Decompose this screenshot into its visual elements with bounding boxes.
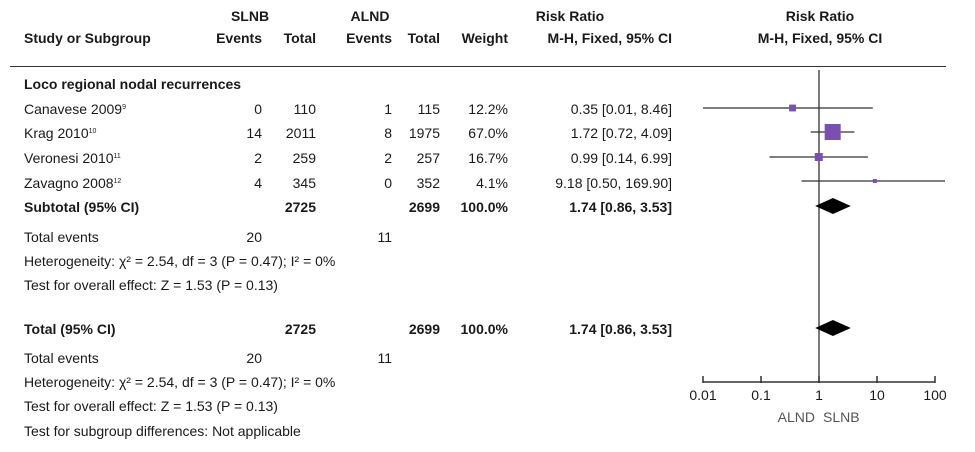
total2: 352 [416, 175, 440, 191]
total-weight: 100.0% [460, 321, 508, 337]
group1-header: SLNB [230, 8, 270, 24]
total-events1: 20 [246, 350, 262, 366]
col-events1: Events [216, 30, 262, 46]
heterogeneity-text: Heterogeneity: χ² = 2.54, df = 3 (P = 0.… [24, 374, 336, 390]
total2: 1975 [408, 125, 440, 141]
x-tick-label: 0.1 [751, 387, 771, 403]
col-method: M-H, Fixed, 95% CI [547, 30, 672, 46]
events1: 4 [254, 175, 262, 191]
ci-text: 0.99 [0.14, 6.99] [570, 150, 672, 166]
total-ci: 1.74 [0.86, 3.53] [569, 321, 672, 337]
overall-effect-text: Test for overall effect: Z = 1.53 (P = 0… [24, 277, 278, 293]
total1: 259 [292, 150, 316, 166]
events2: 8 [384, 125, 392, 141]
x-tick-label: 0.01 [689, 387, 716, 403]
events1: 0 [254, 101, 262, 117]
group2-header: ALND [350, 8, 390, 24]
weight: 67.0% [468, 125, 508, 141]
ci-text: 1.72 [0.72, 4.09] [570, 125, 672, 141]
total-events1: 20 [246, 229, 262, 245]
effect-marker [789, 104, 796, 112]
subtotal-diamond [815, 198, 851, 214]
events2: 2 [384, 150, 392, 166]
events1: 14 [246, 125, 262, 141]
subtotal-label: Subtotal (95% CI) [24, 199, 140, 215]
overall-effect-text: Test for overall effect: Z = 1.53 (P = 0… [24, 398, 278, 414]
total-diamond [815, 320, 851, 336]
events1: 2 [254, 150, 262, 166]
total1: 2011 [285, 125, 316, 141]
effect-title: Risk Ratio [535, 8, 605, 24]
subtotal-total2: 2699 [408, 199, 440, 215]
x-tick-label: 10 [869, 387, 885, 403]
total-events-label: Total events [24, 229, 99, 245]
effect-marker [824, 124, 841, 140]
effect-marker [814, 153, 823, 161]
events2: 0 [384, 175, 392, 191]
col-weight: Weight [461, 30, 508, 46]
total2: 257 [416, 150, 440, 166]
weight: 12.2% [468, 101, 508, 117]
col-total2: Total [407, 30, 440, 46]
total-events-label: Total events [24, 350, 99, 366]
plot-title: Risk Ratio [785, 8, 855, 24]
total1: 345 [292, 175, 316, 191]
subtotal-ci: 1.74 [0.86, 3.53] [569, 199, 672, 215]
study-name: Krag 201010 [24, 125, 97, 141]
study-name: Veronesi 201011 [24, 150, 121, 166]
plot-method: M-H, Fixed, 95% CI [757, 30, 883, 46]
total-total1: 2725 [284, 321, 316, 337]
total-label: Total (95% CI) [24, 321, 116, 337]
subtotal-weight: 100.0% [460, 199, 508, 215]
effect-marker [872, 179, 877, 183]
total-events2: 11 [377, 350, 392, 366]
study-name: Zavagno 200812 [24, 175, 122, 191]
col-events2: Events [346, 30, 392, 46]
favours-right-label: SLNB [823, 409, 860, 425]
col-total1: Total [283, 30, 316, 46]
col-study: Study or Subgroup [24, 30, 151, 46]
weight: 16.7% [468, 150, 508, 166]
weight: 4.1% [476, 175, 508, 191]
events2: 1 [384, 101, 392, 117]
ci-text: 9.18 [0.50, 169.90] [555, 175, 672, 191]
total2: 115 [417, 101, 440, 117]
subgroup-differences-text: Test for subgroup differences: Not appli… [24, 423, 301, 439]
x-tick-label: 100 [923, 387, 947, 403]
total-events2: 11 [377, 229, 392, 245]
total1: 110 [293, 101, 316, 117]
favours-left-label: ALND [778, 409, 815, 425]
subtotal-total1: 2725 [284, 199, 316, 215]
ci-text: 0.35 [0.01, 8.46] [570, 101, 672, 117]
heterogeneity-text: Heterogeneity: χ² = 2.54, df = 3 (P = 0.… [24, 253, 336, 269]
x-tick-label: 1 [815, 387, 823, 403]
study-name: Canavese 20099 [24, 101, 126, 117]
total-total2: 2699 [408, 321, 440, 337]
header-rule [10, 66, 946, 67]
subgroup-title: Loco regional nodal recurrences [24, 76, 242, 92]
